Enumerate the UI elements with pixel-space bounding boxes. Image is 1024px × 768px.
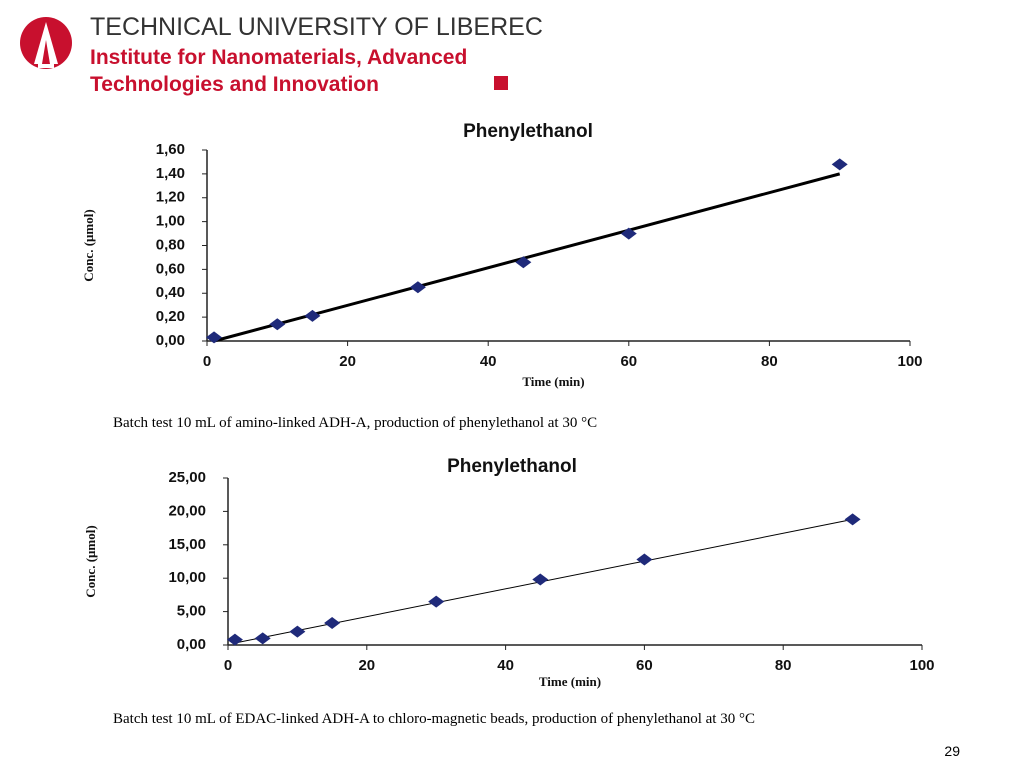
data-point [206,331,223,344]
x-tick-label: 20 [339,353,356,370]
y-tick-label: 0,00 [156,332,185,349]
y-tick-label: 1,00 [156,213,185,230]
data-point [304,309,321,322]
y-tick-label: 1,40 [156,165,185,182]
x-axis-title: Time (min) [522,374,584,389]
x-tick-label: 80 [775,657,792,674]
x-tick-label: 0 [224,657,232,674]
chart-title: Phenylethanol [447,456,577,477]
data-point [844,513,861,526]
y-tick-label: 0,80 [156,236,185,253]
y-tick-label: 0,60 [156,260,185,277]
y-tick-label: 25,00 [168,469,206,486]
y-tick-label: 10,00 [168,569,206,586]
institute: Technologies and Innovation [90,73,379,96]
x-tick-label: 40 [480,353,497,370]
data-point [269,318,286,331]
data-point [254,632,271,645]
data-point [289,625,306,638]
y-axis-title: Conc. (μmol) [83,525,98,597]
x-tick-label: 0 [203,353,211,370]
x-tick-label: 100 [897,353,922,370]
accent-square [494,76,508,90]
x-axis-title: Time (min) [539,674,601,689]
logo [20,17,72,69]
university: TECHNICAL UNIVERSITY OF LIBEREC [90,13,543,41]
data-point [324,616,341,629]
x-tick-label: 80 [761,353,778,370]
y-axis-title: Conc. (μmol) [81,209,96,281]
page-number: 29 [944,743,960,759]
data-point [515,256,532,269]
y-tick-label: 1,60 [156,141,185,158]
trendline [213,172,841,343]
y-tick-label: 20,00 [168,502,206,519]
institute: Institute for Nanomaterials, Advanced [90,46,467,69]
y-tick-label: 0,00 [177,636,206,653]
data-point [409,281,426,294]
data-point [620,227,637,240]
x-tick-label: 20 [358,657,375,674]
data-point [636,553,653,566]
data-point [532,573,549,586]
caption: Batch test 10 mL of EDAC-linked ADH-A to… [113,711,755,727]
y-tick-label: 15,00 [168,536,206,553]
y-tick-label: 5,00 [177,603,206,620]
y-tick-label: 1,20 [156,189,185,206]
chart-title: Phenylethanol [463,121,593,142]
data-point [831,158,848,171]
x-tick-label: 100 [909,657,934,674]
data-point [428,595,445,608]
data-point [226,633,243,646]
x-tick-label: 40 [497,657,514,674]
x-tick-label: 60 [636,657,653,674]
y-tick-label: 0,40 [156,284,185,301]
caption: Batch test 10 mL of amino-linked ADH-A, … [113,415,597,431]
y-tick-label: 0,20 [156,308,185,325]
x-tick-label: 60 [620,353,637,370]
